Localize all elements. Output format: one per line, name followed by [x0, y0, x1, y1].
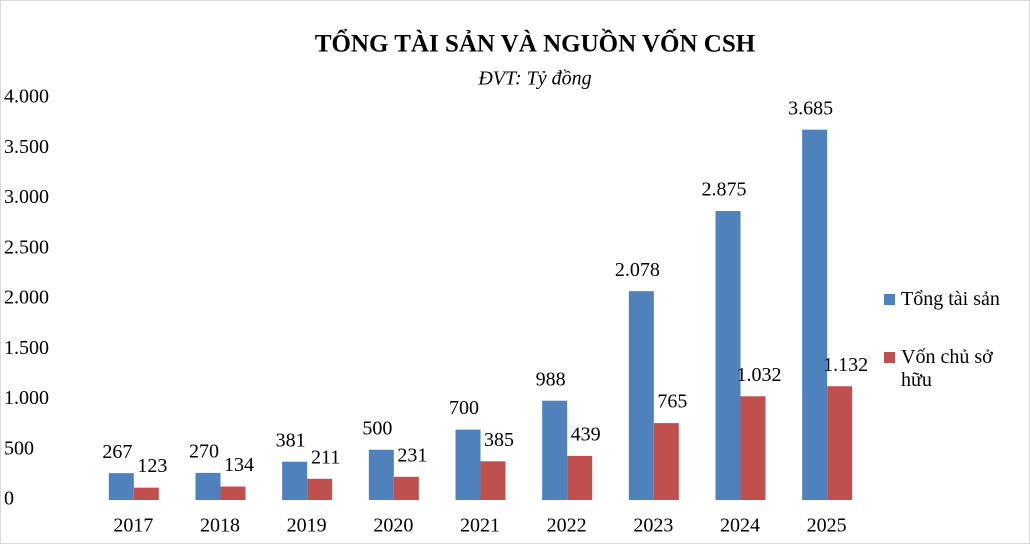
bar [393, 476, 419, 500]
x-tick-label: 2019 [287, 515, 327, 537]
y-tick-label: 2.000 [4, 287, 49, 309]
bar [133, 487, 159, 500]
bar [480, 461, 506, 500]
bar [220, 486, 246, 500]
data-label: 500 [362, 417, 392, 439]
bar [455, 429, 481, 500]
bar [282, 461, 308, 500]
bar [307, 478, 333, 500]
bar [628, 291, 654, 500]
x-tick-label: 2024 [720, 515, 760, 537]
legend-item: Tổng tài sản [884, 288, 1024, 311]
y-tick-label: 3.000 [4, 186, 49, 208]
legend-label: Vốn chủ sở hữu [901, 346, 993, 391]
data-label: 1.132 [823, 354, 868, 376]
bar [368, 449, 394, 500]
y-tick-label: 0 [4, 488, 14, 510]
data-label: 1.032 [737, 364, 782, 386]
legend-swatch [884, 352, 895, 363]
bar [715, 211, 741, 500]
chart-title: TỔNG TÀI SẢN VÀ NGUỒN VỐN CSH [315, 29, 756, 58]
y-tick-label: 1.500 [4, 337, 49, 359]
data-label: 3.685 [788, 97, 833, 119]
chart-subtitle: ĐVT: Tỷ đồng [477, 68, 591, 90]
y-tick-label: 1.000 [4, 387, 49, 409]
data-label: 765 [657, 391, 687, 413]
bar [108, 473, 134, 500]
data-label: 267 [102, 441, 132, 463]
x-tick-label: 2025 [807, 515, 847, 537]
bar [567, 455, 593, 500]
y-tick-label: 4.000 [4, 86, 49, 108]
y-tick-label: 500 [4, 437, 34, 459]
data-label: 211 [311, 446, 340, 468]
bar [542, 400, 568, 500]
x-tick-label: 2021 [460, 515, 500, 537]
x-tick-label: 2017 [113, 515, 153, 537]
data-label: 439 [571, 423, 601, 445]
legend-item: Vốn chủ sở hữu [884, 346, 1024, 392]
bar [802, 129, 828, 500]
data-label: 134 [224, 454, 254, 476]
data-label: 2.875 [702, 179, 747, 201]
data-label: 2.078 [615, 259, 660, 281]
legend-label: Tổng tài sản [901, 288, 1000, 310]
data-label: 700 [449, 397, 479, 419]
data-label: 988 [536, 368, 566, 390]
data-label: 123 [137, 455, 167, 477]
x-tick-label: 2022 [547, 515, 587, 537]
data-label: 385 [484, 429, 514, 451]
bar [827, 386, 853, 500]
bar [653, 423, 679, 500]
data-label: 270 [189, 440, 219, 462]
data-label: 231 [397, 444, 427, 466]
bar [740, 396, 766, 500]
y-tick-label: 2.500 [4, 236, 49, 258]
x-tick-label: 2023 [633, 515, 673, 537]
y-tick-label: 3.500 [4, 136, 49, 158]
x-tick-label: 2018 [200, 515, 240, 537]
data-label: 381 [276, 429, 306, 451]
bar [195, 472, 221, 500]
legend-swatch [884, 294, 895, 305]
x-tick-label: 2020 [373, 515, 413, 537]
